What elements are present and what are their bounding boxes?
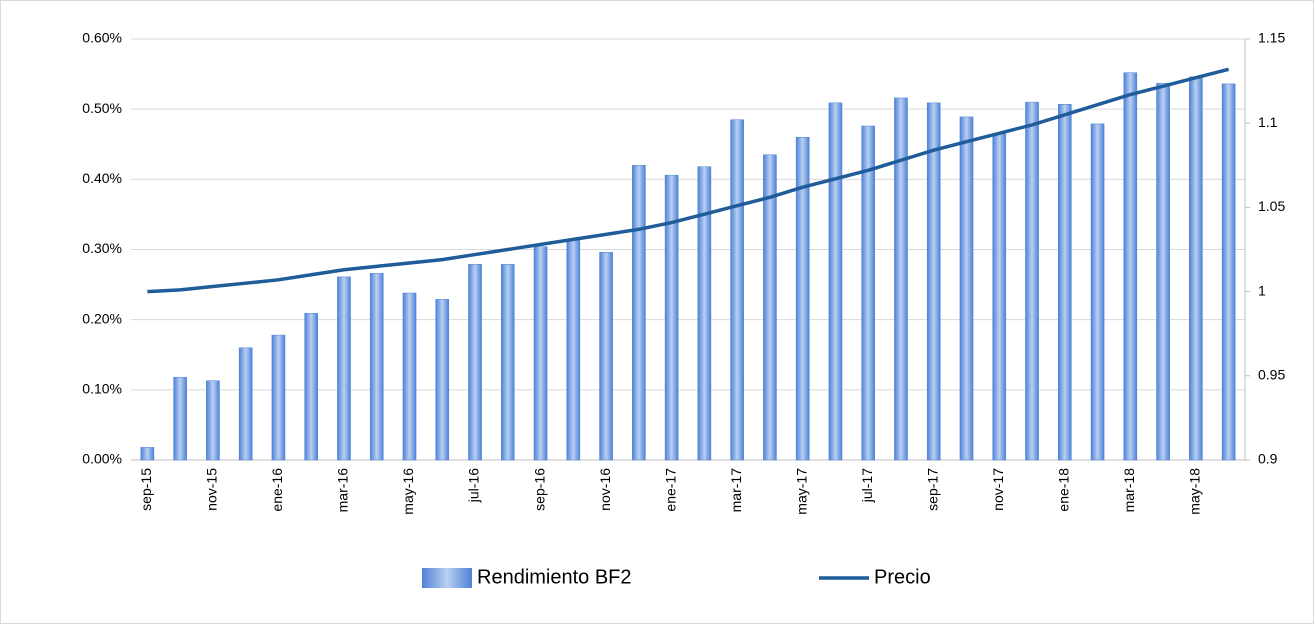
- x-tick-label: mar-17: [728, 468, 744, 513]
- legend-label: Rendimiento BF2: [477, 566, 632, 588]
- bar: [304, 313, 319, 461]
- y2-tick-label: 1.05: [1258, 198, 1285, 214]
- bar: [1057, 104, 1072, 461]
- bar: [926, 102, 941, 461]
- line: [147, 67, 1230, 294]
- bar: [238, 347, 253, 461]
- y2-tick-label: 0.95: [1258, 367, 1285, 383]
- y-tick-label: 0.30%: [82, 240, 122, 256]
- bar: [566, 239, 581, 461]
- bar: [894, 97, 908, 461]
- y2-tick-label: 1.15: [1258, 30, 1285, 46]
- bar: [468, 263, 482, 461]
- y2-tick-label: 0.9: [1258, 451, 1278, 467]
- x-tick-label: ene-16: [269, 468, 285, 512]
- bar: [1189, 76, 1203, 461]
- y-tick-label: 0.20%: [82, 310, 122, 326]
- bar: [992, 133, 1007, 461]
- x-tick-label: may-17: [793, 468, 809, 515]
- x-tick-label: sep-17: [924, 468, 940, 511]
- y-tick-label: 0.00%: [82, 451, 122, 467]
- x-tick-label: nov-16: [597, 468, 613, 511]
- bar: [1025, 101, 1039, 461]
- bar: [959, 116, 974, 461]
- bar: [435, 299, 450, 461]
- bar: [697, 166, 712, 461]
- y-tick-label: 0.60%: [82, 30, 122, 46]
- bar: [828, 102, 843, 461]
- bar: [1221, 83, 1236, 461]
- x-tick-label: sep-16: [531, 468, 547, 511]
- x-tick-label: may-18: [1187, 468, 1203, 515]
- bar: [1090, 123, 1105, 461]
- y2-tick-label: 1.1: [1258, 114, 1278, 130]
- y-tick-label: 0.50%: [82, 100, 122, 116]
- bar: [632, 165, 646, 461]
- x-tick-label: jul-16: [466, 468, 482, 503]
- bar: [664, 174, 679, 461]
- x-tick-label: mar-16: [335, 468, 351, 513]
- bar: [861, 125, 876, 461]
- x-tick-label: sep-15: [138, 468, 154, 511]
- bar: [206, 380, 220, 461]
- x-tick-label: ene-17: [662, 468, 678, 512]
- bar: [402, 292, 417, 461]
- x-tick-label: nov-17: [990, 468, 1006, 511]
- legend-label: Precio: [874, 566, 931, 588]
- bar: [599, 252, 613, 461]
- bar: [173, 376, 187, 461]
- bar: [1123, 72, 1138, 461]
- x-tick-label: may-16: [400, 468, 416, 515]
- bar: [140, 447, 155, 461]
- x-tick-label: ene-18: [1055, 468, 1071, 512]
- y-tick-label: 0.10%: [82, 381, 122, 397]
- y-tick-label: 0.40%: [82, 170, 122, 186]
- bar: [1156, 82, 1170, 461]
- bar: [795, 136, 810, 461]
- bar: [730, 119, 744, 461]
- legend-swatch: [422, 568, 472, 588]
- x-tick-label: nov-15: [204, 468, 220, 511]
- bar: [500, 263, 515, 461]
- bar: [763, 154, 777, 461]
- bar: [533, 246, 548, 461]
- x-tick-label: jul-17: [859, 468, 875, 503]
- bar: [369, 273, 384, 461]
- bar: [337, 276, 351, 461]
- x-tick-label: mar-18: [1121, 468, 1137, 513]
- bar: [271, 334, 286, 461]
- y2-tick-label: 1: [1258, 282, 1266, 298]
